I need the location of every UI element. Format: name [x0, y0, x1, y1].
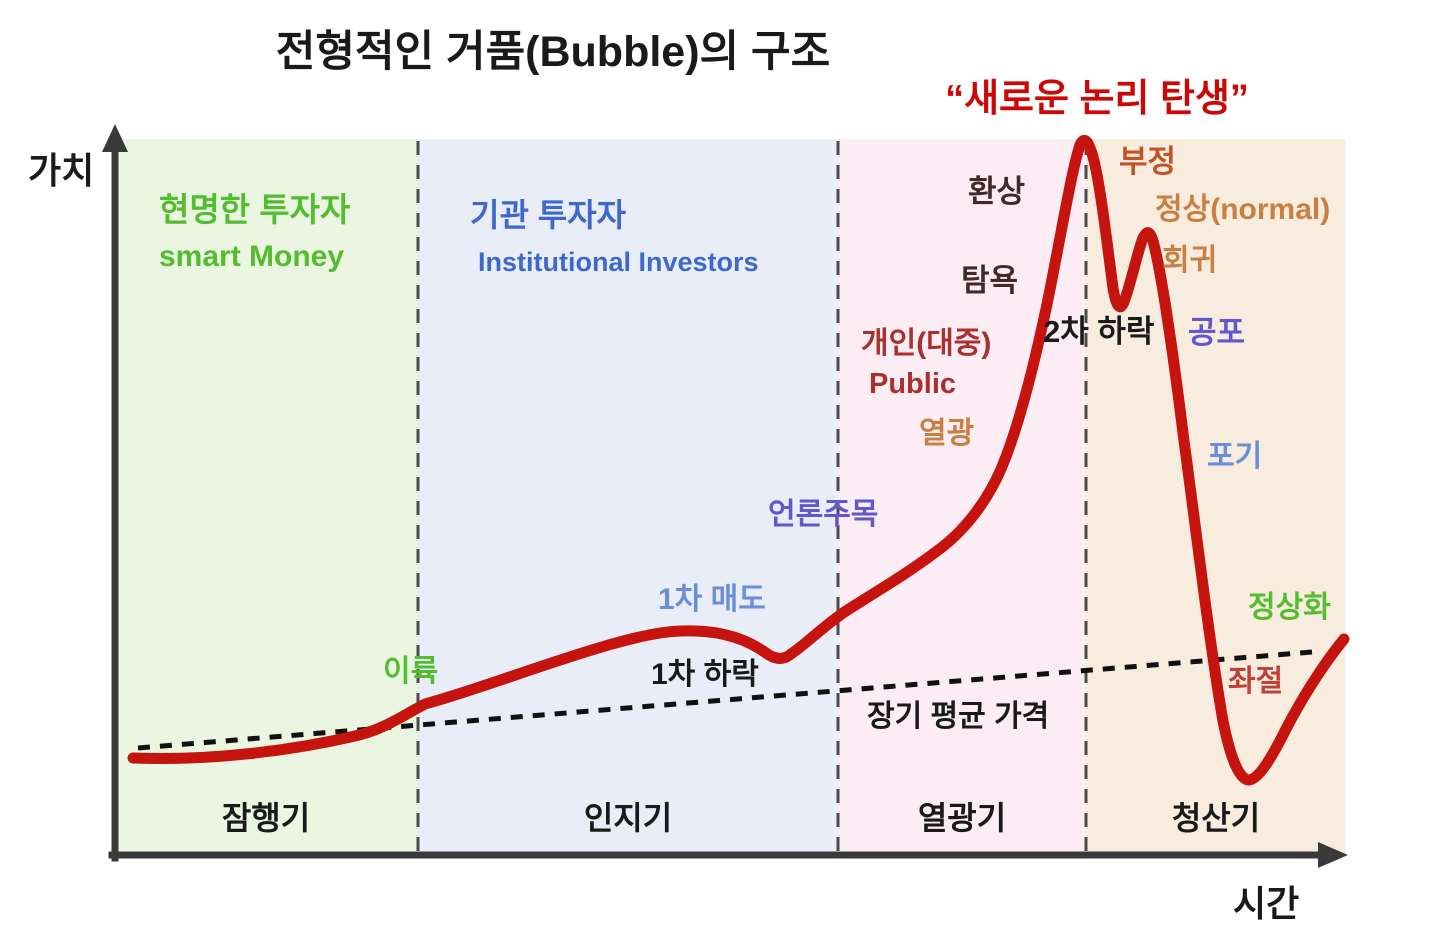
annotation-media-attention: 언론주목 — [768, 498, 879, 531]
annotation-normalization: 정상화 — [1248, 591, 1331, 624]
annotation-long-term-average: 장기 평균 가격 — [867, 700, 1050, 733]
chart-title: 전형적인 거품(Bubble)의 구조 — [275, 28, 831, 76]
annotation-capitulation: 포기 — [1207, 440, 1263, 473]
phase-bg-awareness — [418, 139, 838, 855]
phase-name-blowoff: 청산기 — [1171, 800, 1261, 836]
phase-bg-mania — [838, 139, 1086, 855]
annotation-denial: 부정 — [1119, 144, 1177, 179]
annotation-enthusiasm: 열광 — [919, 417, 975, 450]
annotation-delusion: 환상 — [968, 174, 1026, 209]
annotation-second-decline: 2차 하락 — [1043, 314, 1155, 349]
annotation-first-sell: 1차 매도 — [658, 583, 766, 616]
label-public-en: Public — [869, 368, 957, 400]
label-smart-investor-en: smart Money — [159, 240, 345, 273]
annotation-takeoff: 이륙 — [383, 655, 439, 688]
y-axis-label: 가치 — [28, 150, 95, 191]
phase-name-awareness: 인지기 — [583, 800, 673, 836]
y-axis-arrow-icon — [102, 124, 128, 152]
annotation-greed: 탐욕 — [961, 263, 1019, 298]
label-institutional-en: Institutional Investors — [478, 247, 759, 277]
label-institutional-kr: 기관 투자자 — [470, 197, 627, 233]
phase-name-mania: 열광기 — [917, 800, 1007, 836]
bubble-price-curve — [127, 135, 1350, 786]
label-public-kr: 개인(대중) — [861, 327, 992, 360]
annotation-fear: 공포 — [1188, 315, 1246, 350]
x-axis-label: 시간 — [1233, 883, 1300, 924]
x-axis-arrow-icon — [1318, 842, 1348, 868]
annotation-new-paradigm: “새로운 논리 탄생” — [945, 78, 1249, 120]
phase-name-stealth: 잠행기 — [221, 800, 311, 836]
annotation-despair: 좌절 — [1228, 665, 1284, 698]
annotation-regression: 회귀 — [1162, 244, 1218, 277]
label-smart-investor-kr: 현명한 투자자 — [159, 191, 351, 228]
annotation-first-decline: 1차 하락 — [651, 658, 759, 691]
phase-bg-blowoff — [1086, 139, 1345, 855]
annotation-return-to-normal: 정상(normal) — [1155, 193, 1331, 226]
